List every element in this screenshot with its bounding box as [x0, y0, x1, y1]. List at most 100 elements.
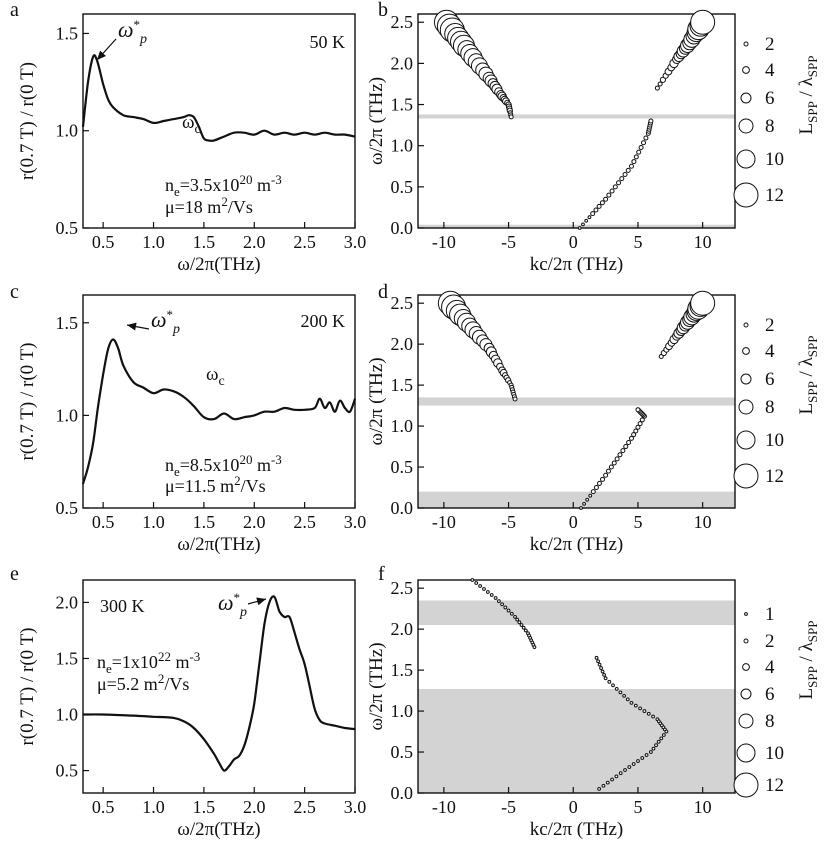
dispersion-point-b-1-0-7 [599, 200, 605, 206]
legend-label-f-3: 6 [765, 684, 775, 705]
dispersion-point-f-1-6-2 [614, 774, 619, 779]
dispersion-point-b-2-end [690, 9, 716, 35]
data-point-c-23 [273, 411, 276, 413]
gap-band-d-1 [418, 491, 735, 508]
peak-annotation-a: ω*p [118, 17, 147, 47]
x-tick-label-c-3: 2.0 [243, 512, 266, 532]
y-tick-label-c-1: 1.0 [56, 405, 79, 425]
dispersion-point-f-1-1-4 [618, 690, 623, 695]
plot-frame-d [417, 294, 736, 509]
data-point-c-2 [92, 442, 94, 444]
dispersion-point-f-1-5-3 [636, 759, 640, 763]
dispersion-point-f-1-0-0 [594, 655, 599, 660]
legend-marker-f-0 [744, 612, 748, 616]
y-axis-label-b: ω/2π (THz) [366, 77, 387, 165]
dispersion-point-f-1-6-1 [618, 771, 623, 776]
data-point-c-24 [283, 407, 286, 409]
y-tick-label-d-2: 1.0 [391, 416, 414, 436]
dispersion-point-f-1-2-1 [633, 703, 638, 708]
data-point-c-27 [314, 407, 316, 409]
dispersion-point-f-1-0-4 [600, 669, 605, 674]
x-tick-label-c-2: 1.5 [193, 512, 216, 532]
mobility-c: μ=11.5 m2/Vs [165, 473, 266, 496]
x-tick-label-b-1: -5 [501, 232, 516, 252]
x-tick-label-f-0: -10 [432, 797, 456, 817]
data-point-a-29 [314, 134, 316, 136]
dispersion-point-d-1-1-2 [608, 464, 614, 470]
legend-label-f-4: 8 [765, 711, 775, 732]
dispersion-point-b-1-1-2 [609, 188, 615, 194]
dispersion-point-f-1-5-4 [631, 762, 636, 766]
data-point-e-17 [258, 663, 260, 665]
temperature-label-e: 300 K [100, 596, 145, 616]
data-point-a-12 [173, 118, 175, 120]
legend-marker-f-3 [740, 688, 752, 700]
data-point-a-24 [263, 130, 265, 132]
data-point-a-0 [82, 126, 84, 128]
data-point-a-19 [213, 139, 215, 142]
data-point-a-20 [223, 135, 225, 138]
data-point-a-4 [102, 83, 104, 85]
y-tick-label-f-4: 2.0 [391, 619, 414, 639]
data-curve-e [82, 595, 356, 772]
data-point-e-29 [319, 719, 321, 721]
peak-arrow-head-a [97, 50, 107, 60]
dispersion-point-d-1-0-7 [600, 476, 606, 482]
cyclotron-annotation-a: ωc [182, 112, 201, 137]
dispersion-point-f-0-0-1 [474, 581, 479, 585]
legend-marker-d-3 [738, 399, 754, 415]
data-point-e-14 [243, 745, 245, 747]
data-point-a-9 [142, 118, 145, 120]
dispersion-point-b-1-0-3 [587, 215, 592, 220]
dispersion-point-d-1-2-4 [637, 421, 643, 427]
data-point-a-14 [188, 114, 190, 116]
temperature-label-c: 200 K [301, 311, 346, 331]
dispersion-point-f-1-2-5 [651, 714, 655, 719]
y-tick-label-f-3: 1.5 [391, 660, 414, 680]
dispersion-point-b-1-1-5 [619, 176, 625, 182]
dispersion-point-b-1-1-1 [606, 192, 612, 198]
dispersion-point-f-0-0-0 [470, 578, 475, 582]
data-point-e-23 [288, 616, 291, 618]
x-tick-label-d-3: 5 [633, 512, 642, 532]
dispersion-point-b-1-0-2 [584, 218, 589, 223]
legend-marker-f-6 [733, 772, 759, 798]
data-point-c-30 [329, 401, 331, 404]
data-point-a-18 [208, 139, 210, 142]
data-point-a-30 [324, 132, 326, 134]
dispersion-point-b-2-0-2 [659, 76, 667, 83]
dispersion-point-f-1-0-5 [602, 672, 607, 677]
dispersion-point-f-1-6-5 [601, 783, 606, 788]
dispersion-point-b-1-0-0 [577, 226, 582, 230]
x-tick-label-b-3: 5 [633, 232, 642, 252]
data-point-a-8 [132, 116, 134, 118]
plot-frame-e [82, 579, 356, 794]
dispersion-point-f-0-0-2 [478, 584, 483, 588]
x-tick-label-c-4: 2.5 [293, 512, 316, 532]
y-tick-label-d-4: 2.0 [391, 334, 414, 354]
dispersion-point-f-0-1-5 [509, 611, 514, 616]
data-point-a-1 [87, 81, 89, 83]
dispersion-point-b-1-0-4 [590, 211, 596, 217]
panel-label-f: f [378, 563, 385, 585]
dispersion-point-b-1-2-2 [633, 154, 639, 160]
dispersion-point-f-0-2-3 [519, 623, 524, 627]
plot-frame-b [417, 13, 736, 229]
x-axis-label-d: kc/2π (THz) [530, 534, 623, 555]
legend-label-d-0: 2 [765, 315, 775, 336]
y-tick-label-d-1: 0.5 [391, 457, 414, 477]
legend-marker-d-2 [740, 373, 752, 385]
dispersion-point-d-1-2-2 [633, 428, 639, 434]
data-point-c-25 [293, 409, 296, 411]
dispersion-point-f-1-4-1 [661, 733, 666, 737]
x-tick-label-c-1: 1.0 [142, 512, 165, 532]
y-tick-label-b-4: 2.0 [391, 53, 414, 73]
x-tick-label-d-1: -5 [501, 512, 516, 532]
data-point-c-17 [213, 418, 215, 420]
dispersion-point-f-0-0-5 [489, 593, 494, 597]
data-point-e-30 [324, 722, 326, 725]
dispersion-point-f-1-1-0 [603, 676, 608, 681]
y-tick-label-e-1: 1.0 [56, 705, 79, 725]
y-tick-label-a-2: 1.5 [56, 23, 79, 43]
